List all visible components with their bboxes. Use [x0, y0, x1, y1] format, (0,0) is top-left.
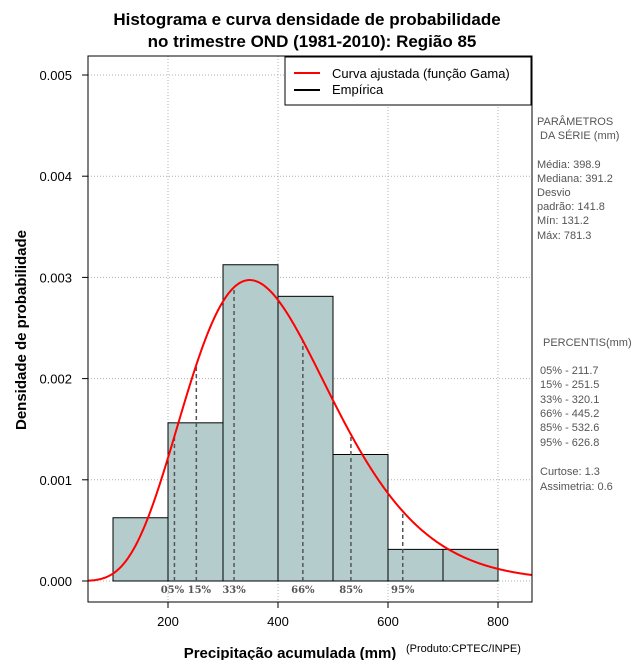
y-tick-label-0.002: 0.002	[39, 372, 72, 387]
y-tick-label-0.005: 0.005	[39, 68, 72, 83]
percentile-label-15: 15%	[188, 585, 212, 596]
param-max: Máx: 781.3	[537, 230, 591, 242]
percentil-66: 66% - 445.2	[540, 408, 599, 420]
histogram-bar-3	[222, 264, 279, 582]
stat-curtose: Curtose: 1.3	[540, 466, 600, 478]
percentil-85: 85% - 532.6	[540, 422, 599, 434]
x-axis-label: Precipitação acumulada (mm)	[184, 645, 397, 660]
params-title-2: DA SÉRIE (mm)	[540, 129, 619, 142]
param-media: Média: 398.9	[537, 159, 601, 171]
x-tick-label-400: 400	[267, 614, 289, 629]
plot-frame	[87, 55, 533, 603]
chart-title-line1: Histograma e curva densidade de probabil…	[113, 10, 500, 29]
percentile-labels: 05% 15% 33% 66% 85% 95%	[161, 585, 415, 596]
histogram-bar-2	[167, 422, 224, 582]
percentile-label-85: 85%	[339, 585, 363, 596]
side-panel-percentiles: PERCENTIS(mm) 05% - 211.7 15% - 251.5 33…	[540, 337, 632, 493]
percentil-33: 33% - 320.1	[540, 394, 599, 406]
credit-text: (Produto:CPTEC/INPE)	[406, 643, 521, 655]
legend-box	[284, 56, 532, 106]
percentile-label-33: 33%	[222, 585, 246, 596]
side-panel-parameters: PARÂMETROS DA SÉRIE (mm) Média: 398.9 Me…	[537, 115, 619, 242]
x-tick-label-600: 600	[377, 614, 399, 629]
percentis-title: PERCENTIS(mm)	[543, 337, 632, 349]
histogram-bars	[112, 264, 499, 582]
y-tick-label-0.000: 0.000	[39, 574, 72, 589]
legend-label-fitted: Curva ajustada (função Gama)	[332, 66, 510, 81]
x-axis: 200 400 600 800	[157, 602, 509, 629]
params-title-1: PARÂMETROS	[537, 115, 613, 128]
percentil-15: 15% - 251.5	[540, 379, 599, 391]
y-axis-label: Densidade de probabilidade	[13, 230, 30, 430]
y-axis: 0.000 0.001 0.002 0.003 0.004 0.005	[39, 68, 88, 589]
y-tick-label-0.003: 0.003	[39, 270, 72, 285]
histogram-bar-7	[442, 548, 499, 582]
y-tick-label-0.001: 0.001	[39, 473, 72, 488]
param-min: Mín: 131.2	[537, 215, 589, 227]
percentil-95: 95% - 626.8	[540, 437, 599, 449]
percentile-label-95: 95%	[391, 585, 415, 596]
stat-assimetria: Assimetria: 0.6	[540, 481, 613, 493]
percentile-label-66: 66%	[291, 585, 315, 596]
y-tick-label-0.004: 0.004	[39, 169, 72, 184]
x-tick-label-800: 800	[487, 614, 509, 629]
histogram-bar-5	[332, 454, 389, 582]
param-desvio-2: padrão: 141.8	[537, 201, 605, 213]
x-tick-label-200: 200	[157, 614, 179, 629]
gamma-curve-layer	[87, 279, 533, 582]
histogram-bar-6	[387, 548, 444, 582]
histogram-bar-4	[277, 295, 334, 582]
gamma-fit-curve	[87, 279, 533, 582]
histogram-bar-1	[112, 517, 169, 582]
percentil-05: 05% - 211.7	[540, 365, 599, 377]
chart-title-line2: no trimestre OND (1981-2010): Região 85	[148, 32, 477, 51]
percentile-label-05: 05%	[161, 585, 185, 596]
percentile-lines	[173, 287, 404, 581]
legend-label-empirical: Empírica	[332, 82, 384, 97]
param-desvio-1: Desvio	[537, 187, 571, 199]
legend: Curva ajustada (função Gama) Empírica	[284, 56, 532, 106]
param-mediana: Mediana: 391.2	[537, 173, 613, 185]
